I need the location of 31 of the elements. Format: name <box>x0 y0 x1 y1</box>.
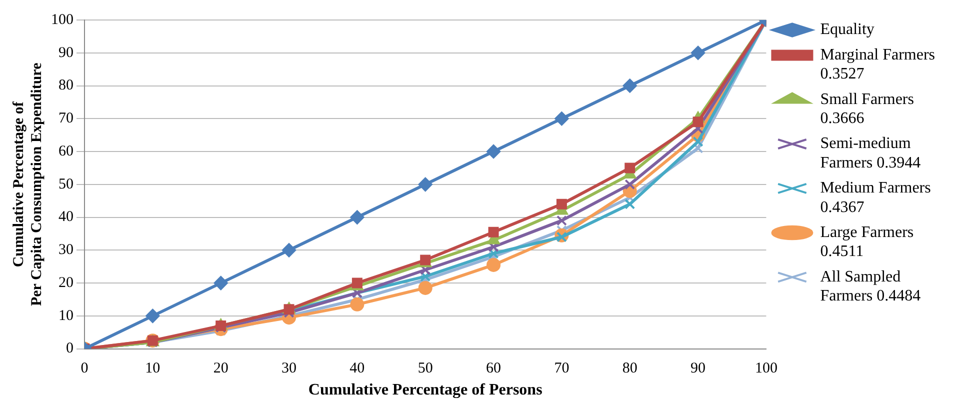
y-tick-label: 80 <box>58 78 74 94</box>
x-tick-label: 20 <box>213 360 228 377</box>
legend-label: All Sampled Farmers 0.4484 <box>820 268 921 305</box>
y-tick-label: 20 <box>58 274 74 291</box>
x-tick-label: 100 <box>754 360 778 377</box>
legend-label: Equality <box>820 21 874 38</box>
x-tick-label: 40 <box>350 360 365 377</box>
legend-label: Semi-medium Farmers 0.3944 <box>820 135 921 172</box>
x-tick-label: 50 <box>418 360 433 377</box>
x-tick-label: 30 <box>282 360 297 377</box>
legend-label: Medium Farmers 0.4367 <box>820 180 931 216</box>
y-tick-label: 100 <box>51 12 74 28</box>
legend-label: Small Farmers 0.3666 <box>820 90 914 128</box>
x-tick-label: 60 <box>486 360 502 377</box>
y-tick-label: 30 <box>58 242 74 258</box>
legend-label: Marginal Farmers 0.3527 <box>820 46 936 83</box>
legend-label: Large Farmers 0.4511 <box>820 224 914 260</box>
y-axis-title: Cumulative Percentage of Per Capita Consumption Expenditure <box>10 62 45 306</box>
x-tick-label: 90 <box>690 360 706 377</box>
y-tick-label: 0 <box>66 340 74 357</box>
x-tick-label: 0 <box>80 360 88 377</box>
y-tick-label: 10 <box>58 308 74 324</box>
y-tick-label: 90 <box>58 44 74 61</box>
y-tick-label: 60 <box>58 143 74 160</box>
y-tick-label: 50 <box>58 176 74 192</box>
y-tick-label: 40 <box>58 209 74 226</box>
x-tick-label: 80 <box>622 360 638 377</box>
x-tick-label: 70 <box>554 360 570 377</box>
x-tick-label: 10 <box>145 360 160 377</box>
y-tick-label: 70 <box>58 110 74 127</box>
x-axis-title: Cumulative Percentage of Persons <box>308 382 542 399</box>
